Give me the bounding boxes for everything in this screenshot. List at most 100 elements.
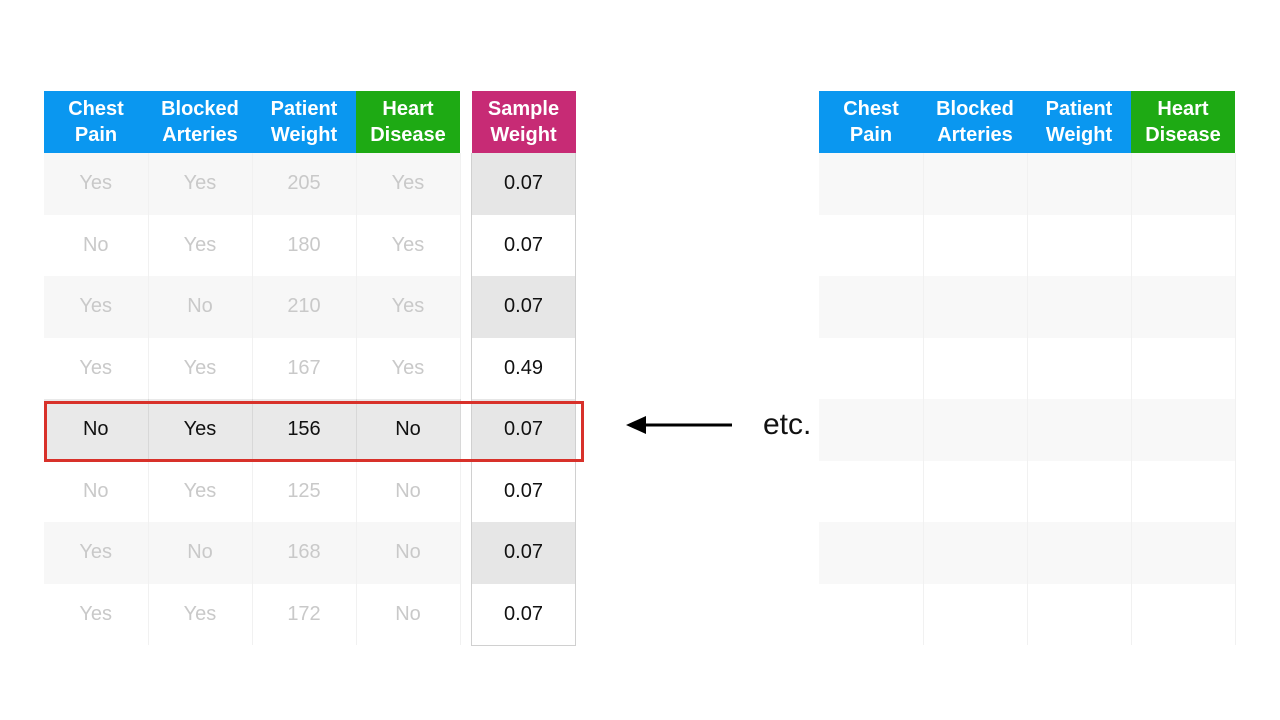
table-row: Yes No 168 No [44, 522, 461, 584]
empty-table-row [819, 399, 1236, 461]
table-row: No Yes 180 Yes [44, 214, 461, 276]
blocked-arteries-cell: Yes [148, 337, 253, 399]
empty-cell [1027, 460, 1132, 522]
empty-cell [1027, 337, 1132, 399]
left-arrow-icon [626, 416, 732, 434]
weight-row: 0.07 [471, 399, 576, 461]
weight-row: 0.07 [471, 583, 576, 646]
new-header-patient-weight: Patient Weight [1027, 91, 1131, 153]
patient-weight-cell: 156 [252, 399, 357, 461]
heart-disease-cell: Yes [356, 214, 461, 276]
blocked-arteries-cell: No [148, 522, 253, 584]
patient-weight-cell: 180 [252, 214, 357, 276]
empty-cell [923, 214, 1028, 276]
empty-table-row [819, 153, 1236, 215]
sample-weight-cell: 0.07 [471, 153, 576, 215]
blocked-arteries-cell: Yes [148, 153, 253, 215]
patient-weight-cell: 125 [252, 460, 357, 522]
empty-cell [819, 460, 924, 522]
empty-cell [1027, 276, 1132, 338]
empty-cell [819, 399, 924, 461]
heart-disease-cell: Yes [356, 276, 461, 338]
empty-cell [923, 399, 1028, 461]
chest-pain-cell: No [44, 214, 149, 276]
header-sample-weight: Sample Weight [471, 91, 576, 153]
blocked-arteries-cell: Yes [148, 460, 253, 522]
empty-cell [819, 214, 924, 276]
empty-cell [1027, 214, 1132, 276]
heart-disease-cell: No [356, 522, 461, 584]
empty-table-row [819, 276, 1236, 338]
weight-row: 0.07 [471, 276, 576, 338]
empty-cell [1131, 522, 1236, 584]
table-row: Yes Yes 205 Yes [44, 153, 461, 215]
chest-pain-cell: No [44, 460, 149, 522]
dataset-header-row: Chest Pain Blocked Arteries Patient Weig… [44, 91, 460, 153]
new-header-blocked-arteries: Blocked Arteries [923, 91, 1027, 153]
empty-cell [1131, 399, 1236, 461]
table-row: Yes Yes 172 No [44, 583, 461, 645]
new-dataset-header-row: Chest Pain Blocked Arteries Patient Weig… [819, 91, 1235, 153]
blocked-arteries-cell: Yes [148, 583, 253, 645]
empty-cell [819, 337, 924, 399]
heart-disease-cell: No [356, 399, 461, 461]
patient-weight-cell: 168 [252, 522, 357, 584]
sample-weight-cell: 0.07 [471, 583, 576, 646]
table-row: Yes Yes 167 Yes [44, 337, 461, 399]
weight-row: 0.07 [471, 153, 576, 215]
dataset-table: Chest Pain Blocked Arteries Patient Weig… [44, 91, 461, 645]
sample-weight-header-row: Sample Weight [471, 91, 576, 153]
sample-weight-cell: 0.07 [471, 399, 576, 461]
table-row: Yes No 210 Yes [44, 276, 461, 338]
patient-weight-cell: 172 [252, 583, 357, 645]
blocked-arteries-cell: No [148, 276, 253, 338]
empty-cell [1131, 460, 1236, 522]
blocked-arteries-cell: Yes [148, 399, 253, 461]
sample-weight-cell: 0.07 [471, 214, 576, 276]
blocked-arteries-cell: Yes [148, 214, 253, 276]
empty-cell [923, 337, 1028, 399]
chest-pain-cell: Yes [44, 276, 149, 338]
table-row-selected: No Yes 156 No [44, 399, 461, 461]
empty-table-row [819, 337, 1236, 399]
heart-disease-cell: Yes [356, 153, 461, 215]
empty-cell [923, 276, 1028, 338]
empty-cell [1131, 337, 1236, 399]
new-header-heart-disease: Heart Disease [1131, 91, 1235, 153]
empty-cell [1131, 276, 1236, 338]
empty-cell [923, 153, 1028, 215]
patient-weight-cell: 205 [252, 153, 357, 215]
empty-cell [923, 460, 1028, 522]
table-row: No Yes 125 No [44, 460, 461, 522]
weight-row: 0.49 [471, 337, 576, 399]
heart-disease-cell: Yes [356, 337, 461, 399]
sample-weight-cell: 0.07 [471, 276, 576, 338]
weight-row: 0.07 [471, 214, 576, 276]
patient-weight-cell: 167 [252, 337, 357, 399]
empty-cell [923, 522, 1028, 584]
empty-cell [1131, 214, 1236, 276]
empty-cell [819, 583, 924, 645]
etc-label: etc. [763, 408, 812, 441]
empty-cell [1131, 583, 1236, 645]
weight-row: 0.07 [471, 522, 576, 584]
empty-cell [819, 276, 924, 338]
chest-pain-cell: No [44, 399, 149, 461]
new-dataset-table: Chest Pain Blocked Arteries Patient Weig… [819, 91, 1236, 645]
empty-cell [819, 522, 924, 584]
header-heart-disease: Heart Disease [356, 91, 460, 153]
empty-cell [923, 583, 1028, 645]
chest-pain-cell: Yes [44, 583, 149, 645]
sample-weight-cell: 0.07 [471, 460, 576, 522]
header-chest-pain: Chest Pain [44, 91, 148, 153]
empty-cell [1027, 522, 1132, 584]
empty-cell [819, 153, 924, 215]
chest-pain-cell: Yes [44, 153, 149, 215]
empty-table-row [819, 214, 1236, 276]
sample-weight-cell: 0.49 [471, 337, 576, 399]
empty-table-row [819, 583, 1236, 645]
new-header-chest-pain: Chest Pain [819, 91, 923, 153]
empty-cell [1131, 153, 1236, 215]
heart-disease-cell: No [356, 583, 461, 645]
